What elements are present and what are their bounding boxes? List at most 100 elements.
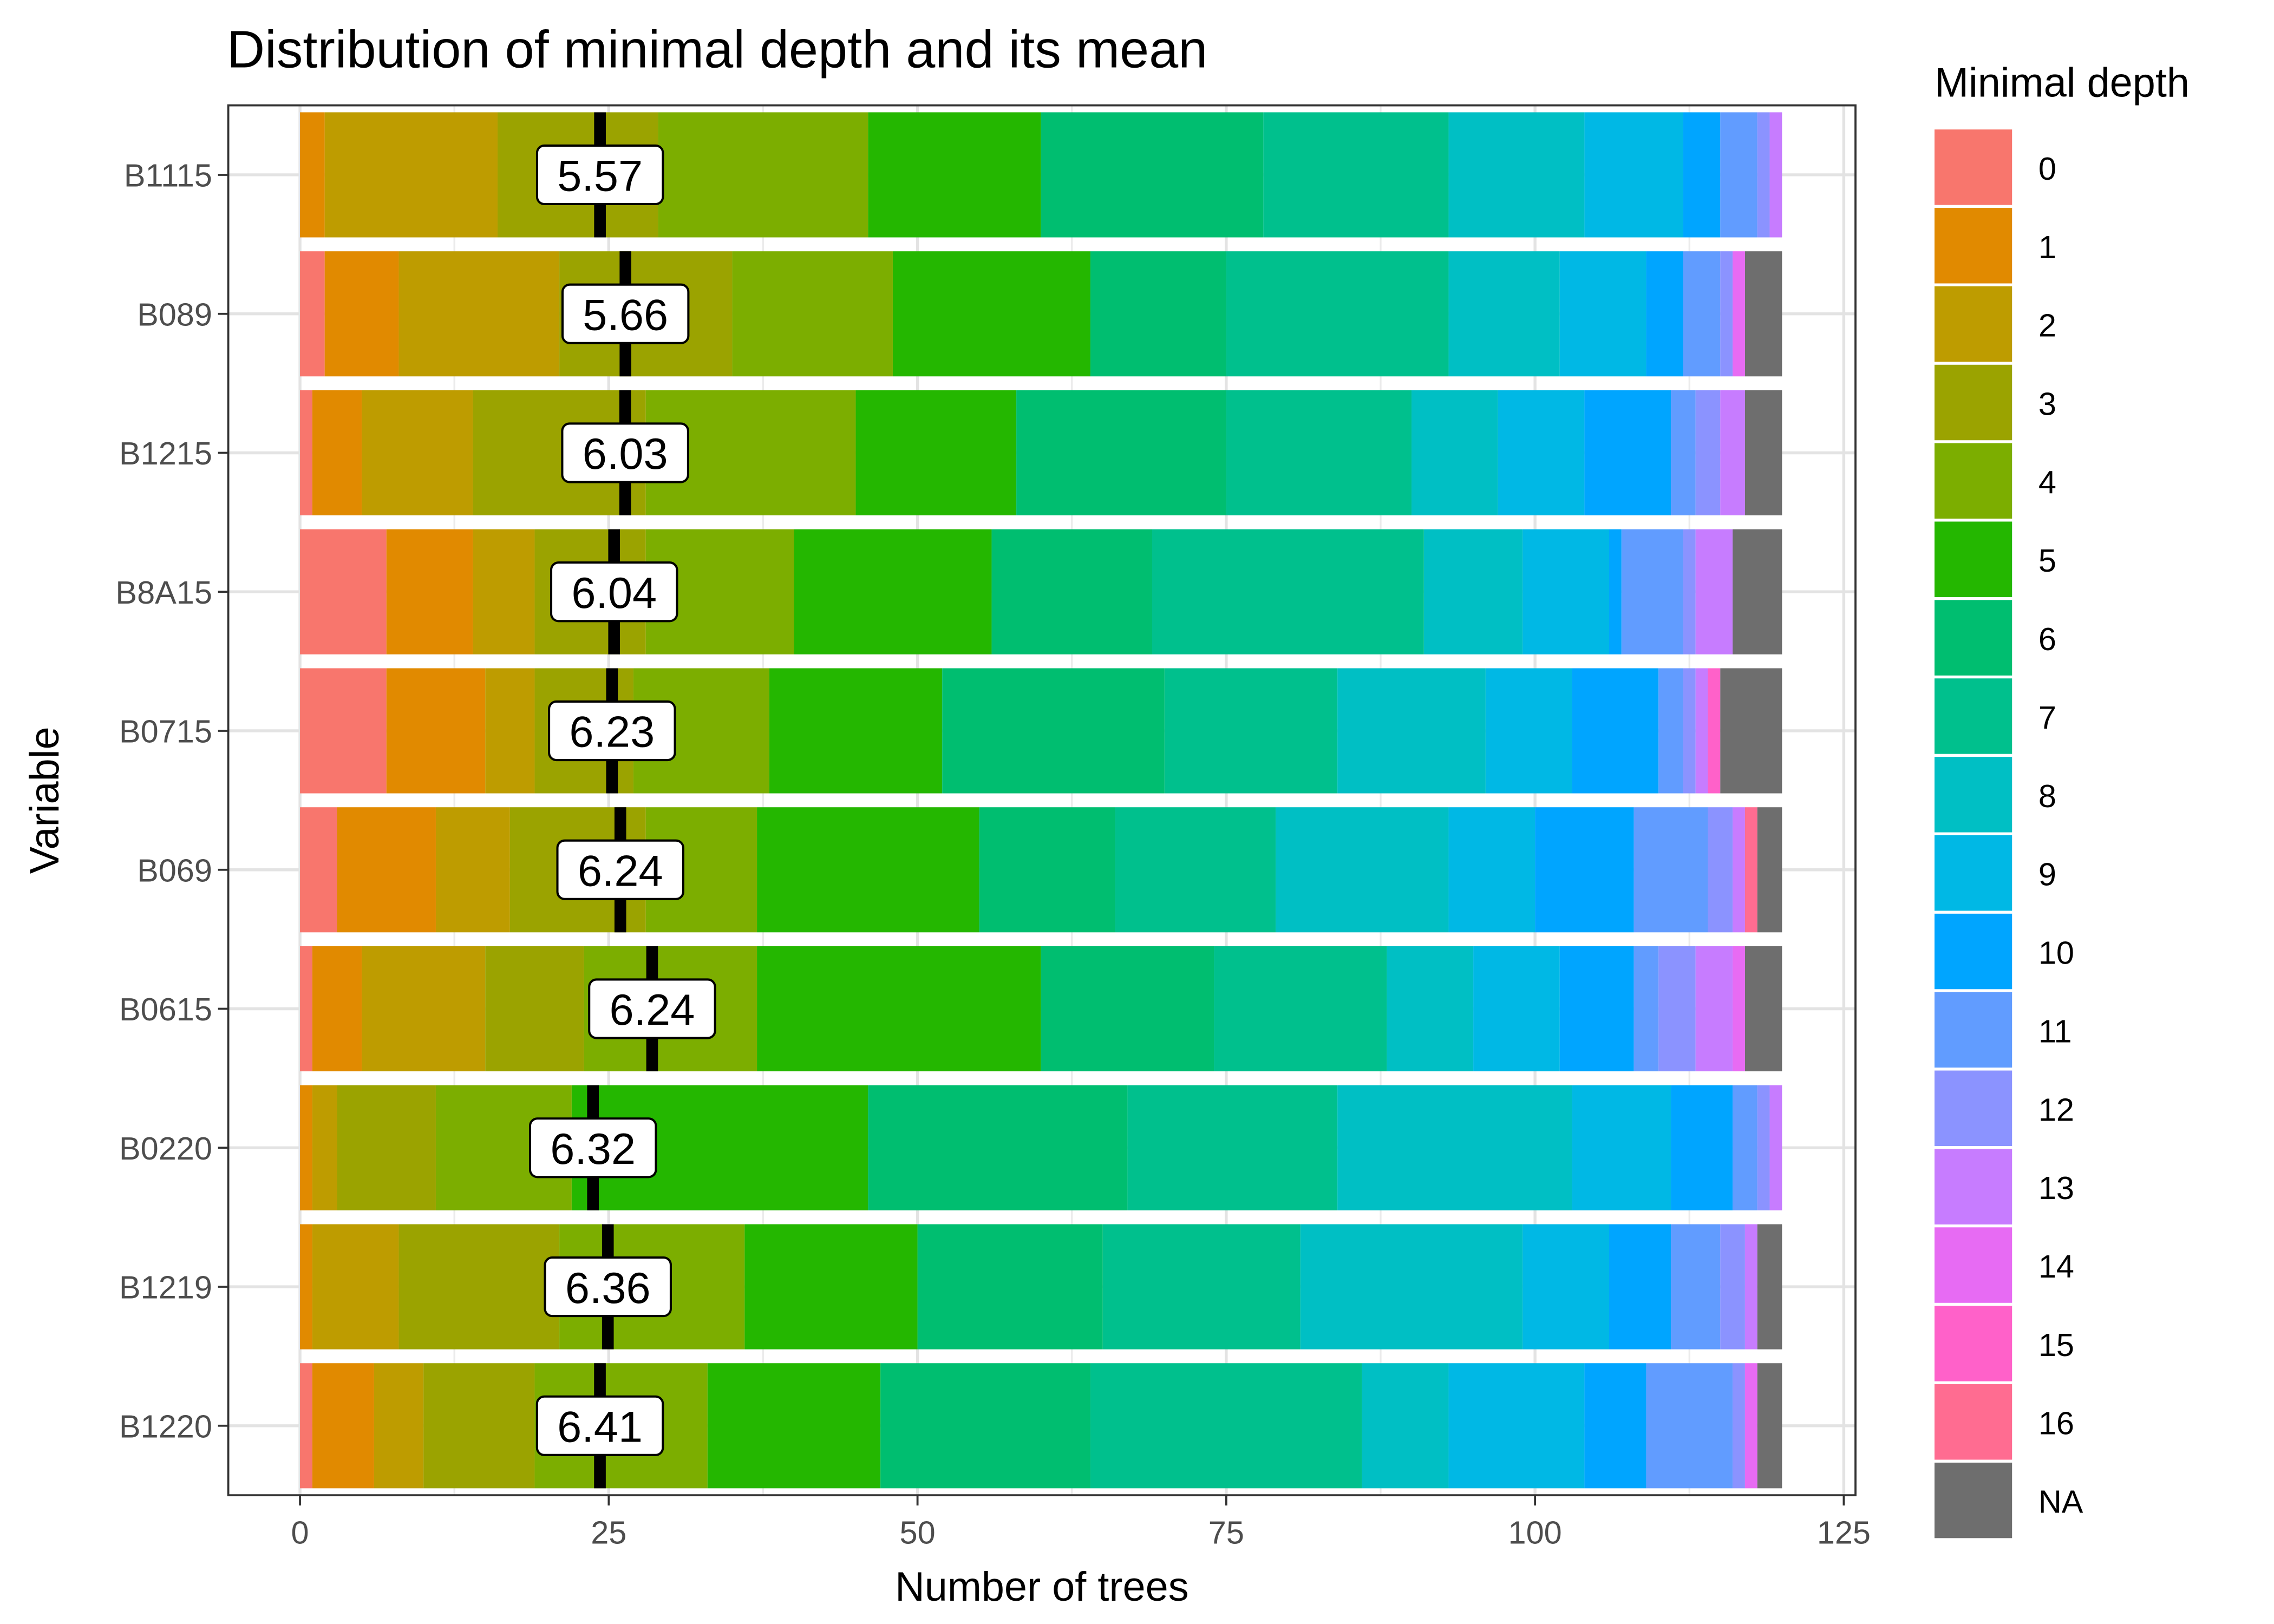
legend-key-3 xyxy=(1934,364,2012,441)
bar-segment-depth-7 xyxy=(1115,807,1276,933)
bar-segment-depth-6 xyxy=(1016,390,1226,516)
y-tick-label: B069 xyxy=(137,852,212,888)
bar-segment-depth-10 xyxy=(1584,1363,1646,1489)
legend-label: 2 xyxy=(2038,307,2056,344)
legend-key-5 xyxy=(1934,521,2012,597)
legend-label: 1 xyxy=(2038,229,2056,265)
bar-segment-depth-0 xyxy=(300,946,312,1072)
bar-segment-depth-8 xyxy=(1387,946,1474,1072)
bar-segment-depth-14 xyxy=(1733,251,1745,377)
bar-segment-depth-12 xyxy=(1757,112,1770,238)
bar-segment-depth-5 xyxy=(769,668,943,794)
bar-segment-depth-7 xyxy=(1090,1363,1362,1489)
bar-segment-depth-8 xyxy=(1300,1224,1523,1350)
bar-segment-depth-7 xyxy=(1164,668,1338,794)
bar-segment-depth-1 xyxy=(300,1085,312,1210)
bar-segment-depth-11 xyxy=(1671,390,1696,516)
bar-segment-depth-0 xyxy=(300,807,337,933)
bar-segment-depth-NA xyxy=(1720,668,1782,794)
legend-key-7 xyxy=(1934,678,2012,754)
legend-key-14 xyxy=(1934,1227,2012,1303)
bar-segment-depth-8 xyxy=(1276,807,1449,933)
mean-label-box xyxy=(550,561,678,623)
bar-segment-depth-9 xyxy=(1485,668,1572,794)
bar-segment-depth-6 xyxy=(1041,946,1214,1072)
bar-segment-depth-5 xyxy=(757,946,1041,1072)
bar-segment-depth-6 xyxy=(880,1363,1090,1489)
bar-segment-depth-6 xyxy=(1090,251,1226,377)
bar-segment-depth-13 xyxy=(1695,668,1708,794)
bar-segment-depth-2 xyxy=(362,390,473,516)
y-tick-label: B1220 xyxy=(119,1408,212,1444)
bar-segment-depth-10 xyxy=(1572,668,1659,794)
bar-segment-depth-8 xyxy=(1448,251,1560,377)
panel-border xyxy=(227,104,1857,1497)
bar-segment-depth-13 xyxy=(1720,390,1745,516)
bar-segment-depth-2 xyxy=(312,1085,337,1210)
chart-title: Distribution of minimal depth and its me… xyxy=(227,19,1207,78)
x-axis: 0 25 50 75 100 125 xyxy=(291,1495,1871,1550)
bar-segment-depth-13 xyxy=(1695,529,1733,654)
bar-segment-depth-9 xyxy=(1448,1363,1585,1489)
bar-segment-depth-3 xyxy=(485,946,584,1072)
bar-segment-depth-1 xyxy=(300,112,325,238)
bar-segment-depth-1 xyxy=(324,251,399,377)
bar-segment-depth-3 xyxy=(337,1085,436,1210)
bar-segment-depth-11 xyxy=(1621,529,1683,654)
legend-key-8 xyxy=(1934,757,2012,833)
legend-label: 10 xyxy=(2038,935,2074,971)
bar-segment-depth-0 xyxy=(300,668,387,794)
y-tick-label: B1115 xyxy=(124,158,212,194)
y-tick-label: B0715 xyxy=(119,713,212,750)
bar-segment-depth-NA xyxy=(1733,529,1782,654)
bar-segment-depth-11 xyxy=(1671,1224,1721,1350)
bar-segment-depth-9 xyxy=(1448,807,1535,933)
mean-label: 6.32 xyxy=(550,1125,636,1174)
bar-segment-depth-NA xyxy=(1757,1363,1782,1489)
mean-label: 6.24 xyxy=(610,986,695,1034)
bar-segment-depth-7 xyxy=(1152,529,1424,654)
bar-segment-depth-6 xyxy=(991,529,1152,654)
bar-segment-depth-2 xyxy=(324,112,498,238)
bar-segment-depth-9 xyxy=(1522,1224,1609,1350)
bar-segment-depth-11 xyxy=(1658,668,1683,794)
bar-segment-depth-8 xyxy=(1412,390,1498,516)
legend-label: 8 xyxy=(2038,778,2056,814)
mean-label-box xyxy=(535,144,664,206)
stacked-bars xyxy=(300,112,1782,1489)
bar-segment-depth-7 xyxy=(1214,946,1387,1072)
bar-segment-depth-0 xyxy=(300,529,387,654)
bar-B089 xyxy=(300,251,1782,377)
bar-segment-depth-0 xyxy=(300,390,312,516)
legend-key-NA xyxy=(1934,1462,2012,1538)
bar-segment-depth-12 xyxy=(1733,1363,1745,1489)
bar-segment-depth-13 xyxy=(1744,1224,1757,1350)
legend-title: Minimal depth xyxy=(1935,60,2190,106)
bar-segment-depth-6 xyxy=(979,807,1115,933)
bar-segment-depth-NA xyxy=(1744,946,1782,1072)
bar-segment-depth-6 xyxy=(868,1085,1128,1210)
bar-segment-depth-12 xyxy=(1695,390,1721,516)
legend-label: NA xyxy=(2038,1484,2083,1520)
bar-segment-depth-11 xyxy=(1646,1363,1733,1489)
legend-label: 14 xyxy=(2038,1248,2074,1285)
bar-B0615 xyxy=(300,946,1782,1072)
legend-key-1 xyxy=(1934,208,2012,284)
legend-key-10 xyxy=(1934,913,2012,990)
mean-label: 6.36 xyxy=(565,1264,651,1313)
bar-segment-depth-NA xyxy=(1744,251,1782,377)
bar-segment-depth-NA xyxy=(1744,390,1782,516)
bar-segment-depth-13 xyxy=(1769,1085,1782,1210)
legend-key-0 xyxy=(1934,129,2012,205)
legend-key-9 xyxy=(1934,835,2012,911)
bar-segment-depth-6 xyxy=(1041,112,1264,238)
bar-segment-depth-11 xyxy=(1733,1085,1757,1210)
bar-segment-depth-9 xyxy=(1572,1085,1671,1210)
bar-segment-depth-11 xyxy=(1683,251,1721,377)
bar-segment-depth-6 xyxy=(942,668,1165,794)
legend-label: 15 xyxy=(2038,1327,2074,1363)
mean-label-box xyxy=(528,1117,657,1178)
bar-B1219 xyxy=(300,1224,1782,1350)
y-tick-label: B0220 xyxy=(119,1130,212,1167)
